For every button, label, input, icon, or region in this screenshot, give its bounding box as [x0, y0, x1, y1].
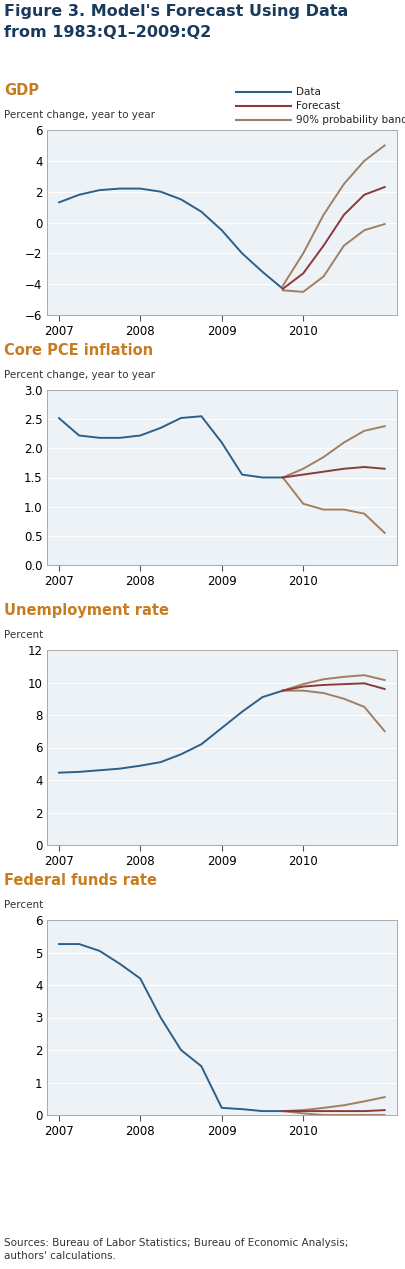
Text: Data: Data — [296, 88, 320, 96]
Text: from 1983:Q1–2009:Q2: from 1983:Q1–2009:Q2 — [4, 25, 211, 41]
Text: 90% probability band: 90% probability band — [296, 115, 405, 126]
Text: Core PCE inflation: Core PCE inflation — [4, 343, 153, 358]
Text: Percent: Percent — [4, 900, 43, 910]
Text: GDP: GDP — [4, 82, 39, 98]
Text: Forecast: Forecast — [296, 102, 340, 110]
Text: Figure 3. Model's Forecast Using Data: Figure 3. Model's Forecast Using Data — [4, 4, 348, 19]
Text: Sources: Bureau of Labor Statistics; Bureau of Economic Analysis;
authors' calcu: Sources: Bureau of Labor Statistics; Bur… — [4, 1239, 348, 1261]
Text: Percent change, year to year: Percent change, year to year — [4, 371, 155, 379]
Text: Unemployment rate: Unemployment rate — [4, 603, 169, 618]
Text: Federal funds rate: Federal funds rate — [4, 873, 157, 888]
Text: Percent: Percent — [4, 629, 43, 640]
Text: Percent change, year to year: Percent change, year to year — [4, 110, 155, 121]
